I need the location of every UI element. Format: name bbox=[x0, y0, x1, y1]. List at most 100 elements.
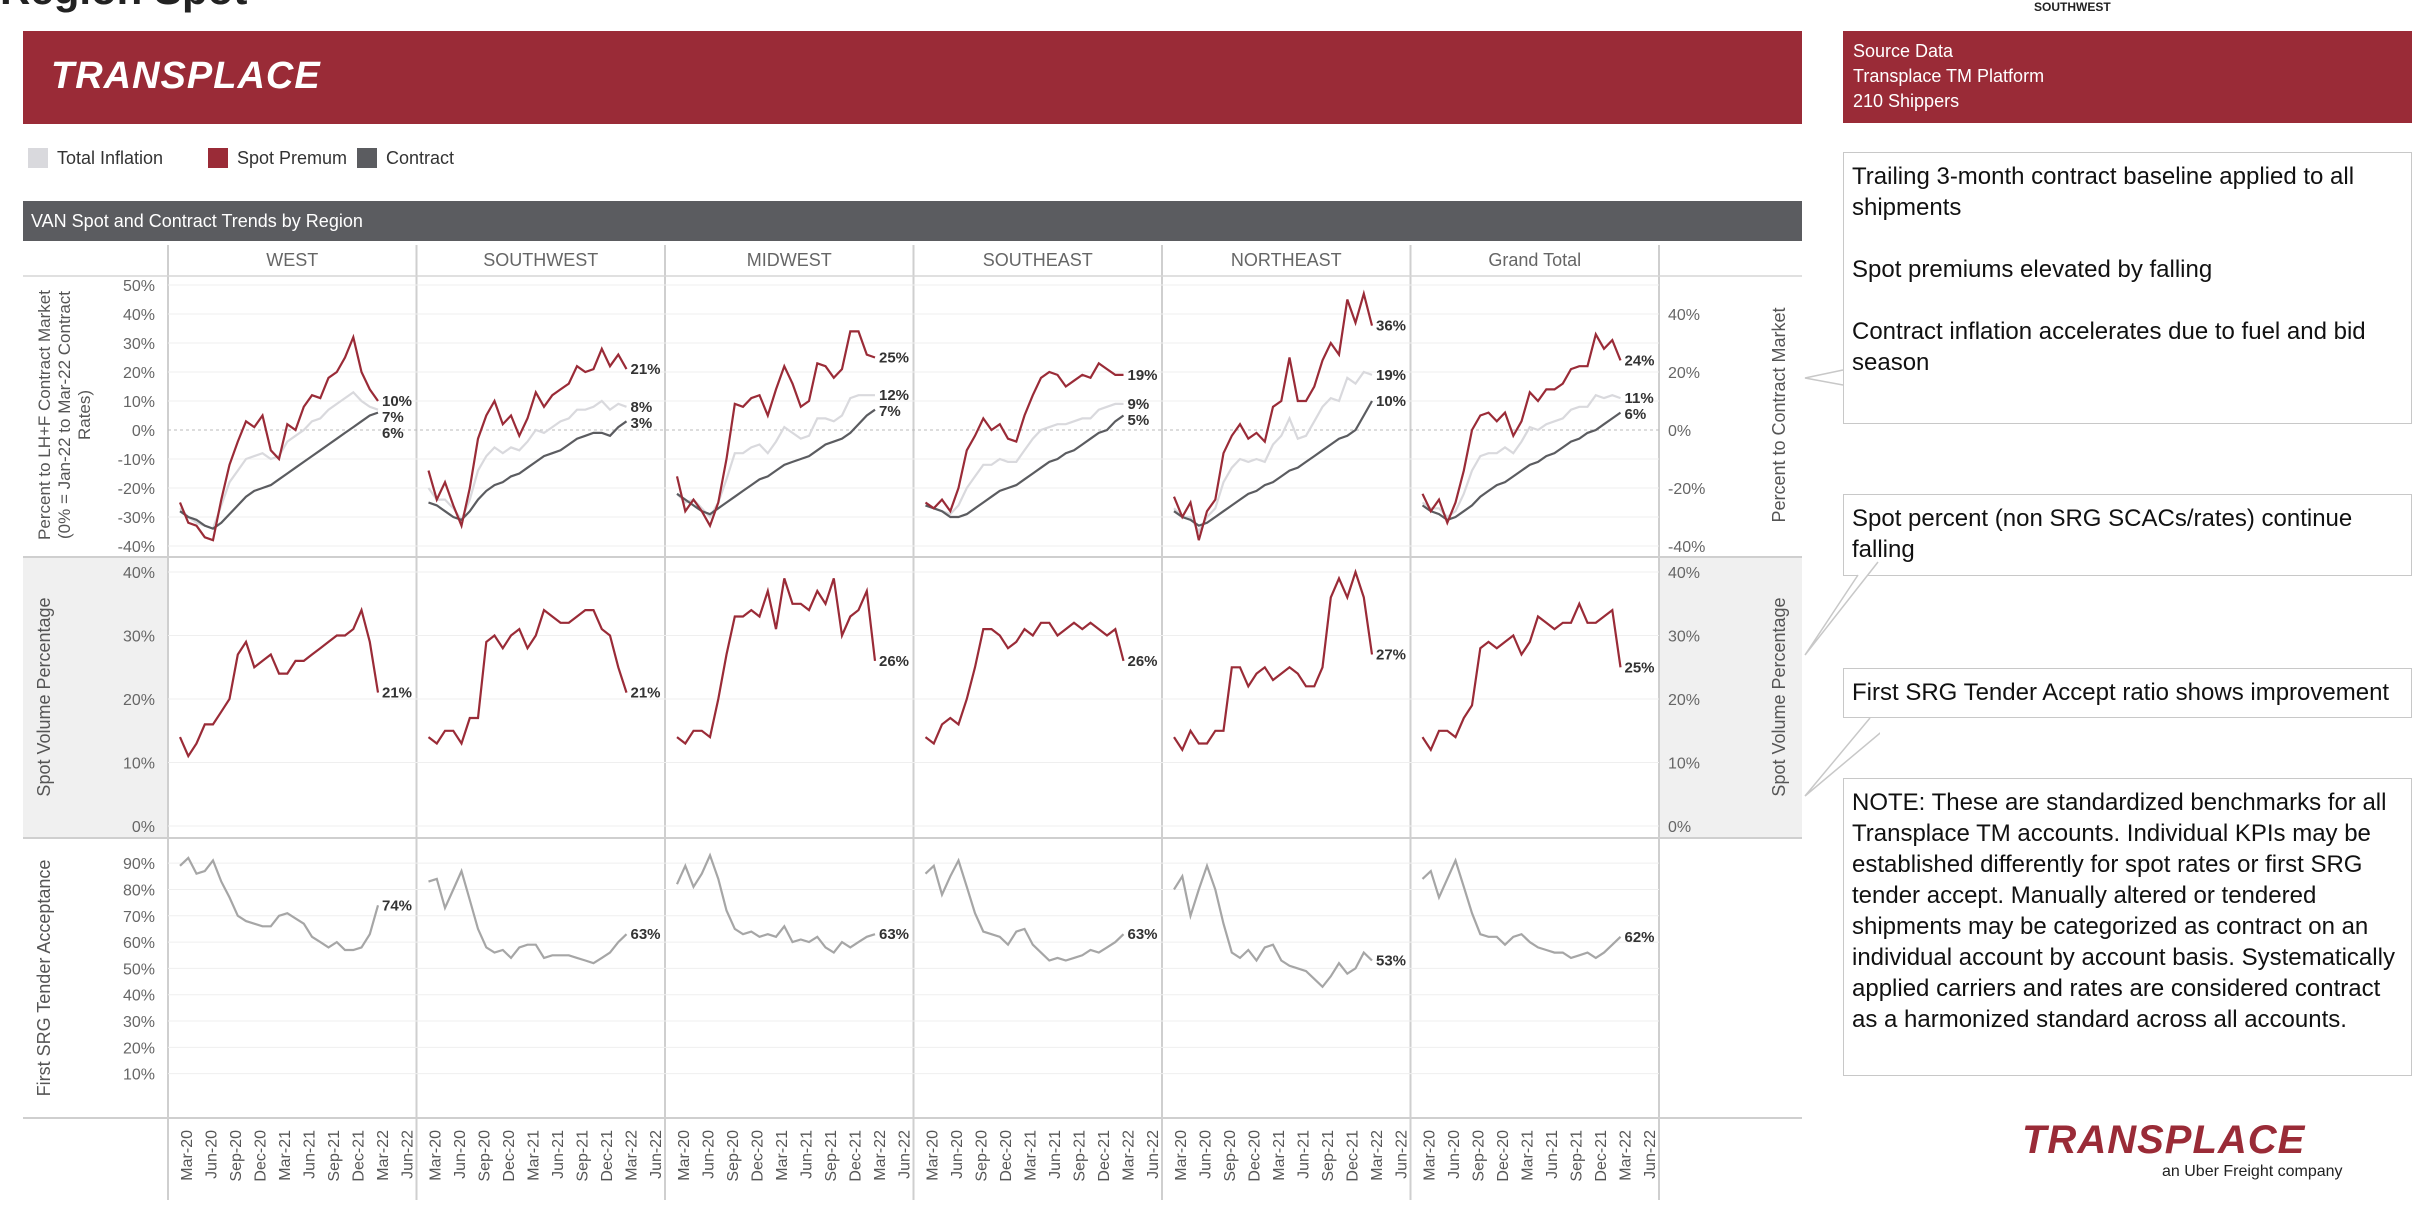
x-tick-label: Mar-21 bbox=[1271, 1130, 1288, 1181]
x-tick-label: Jun-20 bbox=[452, 1130, 469, 1179]
x-tick-label: Mar-21 bbox=[1023, 1130, 1040, 1181]
x-tick-label: Jun-22 bbox=[1642, 1130, 1659, 1179]
x-tick-label: Mar-21 bbox=[1520, 1130, 1537, 1181]
y-tick-label: 20% bbox=[123, 365, 155, 382]
regional-trend-chart-grid: WEST SOUTHWEST MIDWEST SOUTHEAST NORTHEAST Gr… bbox=[23, 245, 1802, 1200]
end-value-label: 9% bbox=[1128, 396, 1150, 413]
x-tick-label: Mar-20 bbox=[1422, 1130, 1439, 1181]
series-line bbox=[1173, 370, 1373, 534]
x-tick-label: Jun-22 bbox=[1145, 1130, 1162, 1179]
y-tick-label: 90% bbox=[123, 856, 155, 873]
source-line-2: Transplace TM Platform bbox=[1853, 66, 2045, 86]
x-tick-label: Mar-21 bbox=[526, 1130, 543, 1181]
end-value-label: 26% bbox=[879, 653, 909, 670]
series-line bbox=[179, 856, 380, 952]
y-tick-label-right: 20% bbox=[1668, 692, 1700, 709]
y-tick-label: 30% bbox=[123, 629, 155, 646]
y-tick-label: 30% bbox=[123, 1014, 155, 1031]
x-tick-label: Sep-21 bbox=[1569, 1130, 1586, 1182]
region-header: Grand Total bbox=[1488, 250, 1581, 270]
end-value-label: 25% bbox=[879, 350, 909, 367]
x-tick-label: Jun-20 bbox=[1198, 1130, 1215, 1179]
x-tick-label: Dec-21 bbox=[351, 1130, 368, 1182]
y-tick-label-right: 0% bbox=[1668, 819, 1691, 836]
end-value-label: 19% bbox=[1376, 367, 1406, 384]
series-line bbox=[925, 414, 1125, 519]
end-value-label: 12% bbox=[879, 387, 909, 404]
top-region-label: SOUTHWEST bbox=[2034, 0, 2111, 14]
end-value-label: 5% bbox=[1128, 412, 1150, 429]
series-line bbox=[1173, 568, 1374, 753]
x-tick-label: Dec-20 bbox=[253, 1130, 270, 1182]
end-value-label: 21% bbox=[382, 685, 412, 702]
x-tick-label: Sep-20 bbox=[725, 1130, 742, 1182]
note-contract-baseline: Trailing 3-month contract baseline appli… bbox=[1843, 152, 2412, 424]
y-tick-label: 20% bbox=[123, 692, 155, 709]
y-tick-label: 60% bbox=[123, 935, 155, 952]
series-line bbox=[924, 857, 1125, 962]
x-tick-label: Dec-20 bbox=[998, 1130, 1015, 1182]
x-tick-label: Mar-20 bbox=[179, 1130, 196, 1181]
end-value-label: 8% bbox=[631, 399, 653, 416]
y-tick-label-right: 30% bbox=[1668, 629, 1700, 646]
callout-pointer-3 bbox=[1804, 717, 1880, 797]
region-header: MIDWEST bbox=[747, 250, 832, 270]
market-axis-title: Rates) bbox=[75, 390, 94, 440]
end-value-label: 3% bbox=[631, 415, 653, 432]
region-header: SOUTHEAST bbox=[983, 250, 1093, 270]
x-tick-label: Jun-20 bbox=[949, 1130, 966, 1179]
series-line bbox=[676, 394, 875, 519]
y-tick-label-right: -40% bbox=[1668, 539, 1705, 556]
y-tick-label: 40% bbox=[123, 307, 155, 324]
end-value-label: 63% bbox=[879, 926, 909, 943]
callout-pointer-1 bbox=[1804, 369, 1844, 386]
series-line bbox=[1172, 289, 1374, 541]
end-value-label: 53% bbox=[1376, 953, 1406, 970]
x-tick-label: Mar-21 bbox=[774, 1130, 791, 1181]
section-title-bar: VAN Spot and Contract Trends by Region bbox=[23, 201, 1802, 241]
series-line bbox=[1421, 857, 1622, 960]
x-tick-label: Sep-21 bbox=[1320, 1130, 1337, 1182]
x-tick-label: Mar-22 bbox=[1369, 1130, 1386, 1181]
y-tick-label: 40% bbox=[123, 565, 155, 582]
end-value-label: 7% bbox=[879, 403, 901, 420]
end-value-label: 25% bbox=[1625, 659, 1655, 676]
source-data-box: Source Data Transplace TM Platform 210 S… bbox=[1843, 31, 2412, 123]
x-tick-label: Mar-21 bbox=[277, 1130, 294, 1181]
series-line bbox=[1421, 331, 1622, 526]
x-tick-label: Mar-20 bbox=[925, 1130, 942, 1181]
series-line bbox=[428, 420, 628, 522]
y-tick-label: 10% bbox=[123, 1067, 155, 1084]
x-tick-label: Jun-21 bbox=[799, 1130, 816, 1179]
x-tick-label: Jun-21 bbox=[1047, 1130, 1064, 1179]
end-value-label: 11% bbox=[1625, 390, 1654, 407]
y-tick-label: 50% bbox=[123, 278, 155, 295]
x-tick-label: Jun-21 bbox=[302, 1130, 319, 1179]
x-tick-label: Sep-20 bbox=[974, 1130, 991, 1182]
series-line bbox=[924, 621, 1125, 746]
end-value-label: 27% bbox=[1376, 647, 1406, 664]
series-line bbox=[1421, 411, 1622, 522]
y-tick-label: 10% bbox=[123, 394, 155, 411]
y-tick-label: 10% bbox=[123, 756, 155, 773]
x-tick-label: Dec-21 bbox=[1345, 1130, 1362, 1182]
end-value-label: 26% bbox=[1128, 653, 1158, 670]
callout-pointers bbox=[1804, 369, 1880, 797]
x-tick-label: Dec-21 bbox=[848, 1130, 865, 1182]
end-value-label: 63% bbox=[631, 926, 661, 943]
legend-label: Spot Premum bbox=[237, 147, 348, 168]
x-tick-label: Jun-22 bbox=[897, 1130, 914, 1179]
series-line bbox=[428, 867, 628, 965]
series-line bbox=[675, 852, 876, 955]
series-line bbox=[1173, 862, 1373, 989]
end-value-label: 36% bbox=[1376, 318, 1406, 335]
y-tick-label-right: -20% bbox=[1668, 481, 1705, 498]
x-tick-label: Dec-20 bbox=[750, 1130, 767, 1182]
series-line bbox=[1173, 400, 1373, 527]
x-tick-label: Sep-20 bbox=[477, 1130, 494, 1182]
region-header: WEST bbox=[266, 250, 318, 270]
note-spot-percent: Spot percent (non SRG SCACs/rates) conti… bbox=[1843, 494, 2412, 576]
x-tick-label: Jun-22 bbox=[1394, 1130, 1411, 1179]
x-tick-label: Jun-21 bbox=[550, 1130, 567, 1179]
header-logo: TRANSPLACE bbox=[51, 55, 321, 97]
